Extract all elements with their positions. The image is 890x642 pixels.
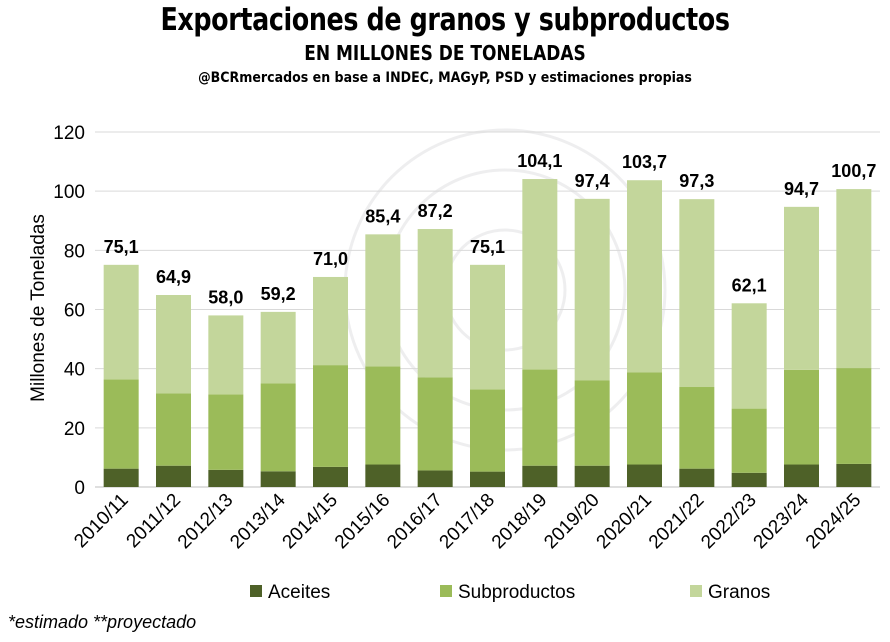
x-tick-label: 2014/15 — [279, 490, 342, 553]
y-axis-label: Millones de Toneladas — [28, 214, 49, 402]
bar-subproductos — [679, 387, 715, 469]
bars — [103, 179, 872, 487]
x-tick-label: 2011/12 — [123, 490, 185, 552]
legend-swatch-aceites — [250, 585, 262, 597]
y-tick-label: 60 — [64, 301, 85, 322]
bar-subproductos — [836, 368, 872, 464]
x-tick-label: 2022/23 — [697, 490, 760, 553]
legend-label-granos: Granos — [708, 582, 770, 603]
x-tick-label: 2023/24 — [750, 489, 814, 553]
bar-aceites — [365, 464, 401, 487]
total-label: 59,2 — [261, 284, 296, 304]
footnote: *estimado **proyectado — [8, 612, 197, 632]
bar-aceites — [470, 471, 505, 487]
bar-subproductos — [156, 393, 191, 466]
total-label: 62,1 — [732, 275, 767, 295]
bar-aceites — [156, 465, 191, 487]
bar-aceites — [260, 471, 296, 487]
total-label: 75,1 — [470, 237, 505, 257]
chart-title: Exportaciones de granos y subproductos — [160, 2, 730, 38]
bar-granos — [627, 180, 662, 373]
x-tick-label: 2013/14 — [226, 489, 290, 553]
bar-aceites — [574, 465, 610, 487]
bar-granos — [679, 199, 715, 388]
x-tick-label: 2016/17 — [383, 490, 446, 553]
bar-granos — [365, 234, 401, 367]
bar-subproductos — [260, 383, 296, 472]
y-tick-label: 120 — [53, 123, 85, 144]
bar-subproductos — [365, 366, 401, 465]
total-label: 97,4 — [575, 171, 610, 191]
y-tick-label: 80 — [64, 241, 85, 262]
bar-granos — [836, 189, 872, 369]
y-tick-label: 100 — [53, 182, 85, 203]
bar-subproductos — [731, 408, 767, 473]
legend-label-aceites: Aceites — [268, 582, 330, 603]
bar-granos — [784, 206, 819, 370]
bar-aceites — [417, 470, 453, 487]
bar-subproductos — [103, 379, 139, 469]
x-tick-label: 2015/16 — [331, 490, 394, 553]
total-label: 85,4 — [365, 206, 400, 226]
legend: Aceites Subproductos Granos — [250, 582, 770, 603]
total-label: 104,1 — [517, 151, 562, 171]
bar-subproductos — [470, 389, 505, 472]
bar-aceites — [522, 465, 558, 487]
y-tick-label: 40 — [64, 360, 85, 381]
bar-granos — [731, 303, 767, 409]
legend-label-subproductos: Subproductos — [458, 582, 575, 603]
bar-subproductos — [574, 380, 610, 466]
bar-granos — [470, 264, 505, 390]
total-label: 75,1 — [104, 237, 139, 257]
y-axis-ticks: 0 20 40 60 80 100 120 — [53, 123, 85, 499]
bar-subproductos — [313, 365, 348, 467]
bar-subproductos — [522, 369, 558, 466]
bar-subproductos — [627, 372, 662, 465]
bar-aceites — [627, 464, 662, 487]
bar-subproductos — [784, 369, 819, 465]
x-tick-label: 2019/20 — [540, 490, 603, 553]
bar-granos — [103, 264, 139, 380]
x-tick-label: 2017/18 — [436, 490, 499, 553]
total-label: 87,2 — [418, 201, 453, 221]
x-tick-label: 2018/19 — [488, 490, 551, 553]
bar-granos — [522, 179, 558, 370]
bar-aceites — [103, 468, 139, 487]
total-label: 94,7 — [784, 179, 819, 199]
x-axis-ticks: 2010/112011/122012/132013/142014/152015/… — [70, 489, 865, 553]
total-labels: 75,1 64,9 58,0 59,2 71,0 85,4 87,2 75,1 104,1 97,… — [104, 151, 877, 307]
bar-granos — [208, 315, 244, 395]
bar-granos — [313, 276, 348, 366]
chart-subtitle: EN MILLONES DE TONELADAS — [304, 41, 586, 65]
bar-aceites — [731, 472, 767, 487]
x-tick-label: 2024/25 — [802, 490, 865, 553]
total-label: 71,0 — [313, 249, 348, 269]
y-tick-label: 0 — [74, 478, 85, 499]
legend-swatch-subproductos — [440, 585, 452, 597]
bar-granos — [574, 198, 610, 381]
x-tick-label: 2021/22 — [645, 490, 708, 553]
bar-aceites — [784, 464, 819, 487]
x-tick-label: 2012/13 — [174, 490, 237, 553]
legend-swatch-granos — [690, 585, 702, 597]
bar-granos — [260, 311, 296, 384]
bar-subproductos — [417, 377, 453, 471]
bar-subproductos — [208, 394, 244, 470]
bar-granos — [156, 295, 191, 394]
total-label: 97,3 — [679, 171, 714, 191]
bar-aceites — [313, 466, 348, 487]
x-tick-label: 2010/11 — [70, 490, 132, 552]
bar-aceites — [679, 468, 715, 487]
bar-granos — [417, 229, 453, 378]
total-label: 103,7 — [622, 152, 667, 172]
total-label: 58,0 — [208, 287, 243, 307]
y-tick-label: 20 — [64, 419, 85, 440]
total-label: 100,7 — [831, 161, 876, 181]
x-tick-label: 2020/21 — [593, 490, 656, 553]
chart-source: @BCRmercados en base a INDEC, MAGyP, PSD… — [198, 70, 692, 86]
bar-aceites — [836, 463, 872, 487]
total-label: 64,9 — [156, 267, 191, 287]
bar-aceites — [208, 469, 244, 487]
